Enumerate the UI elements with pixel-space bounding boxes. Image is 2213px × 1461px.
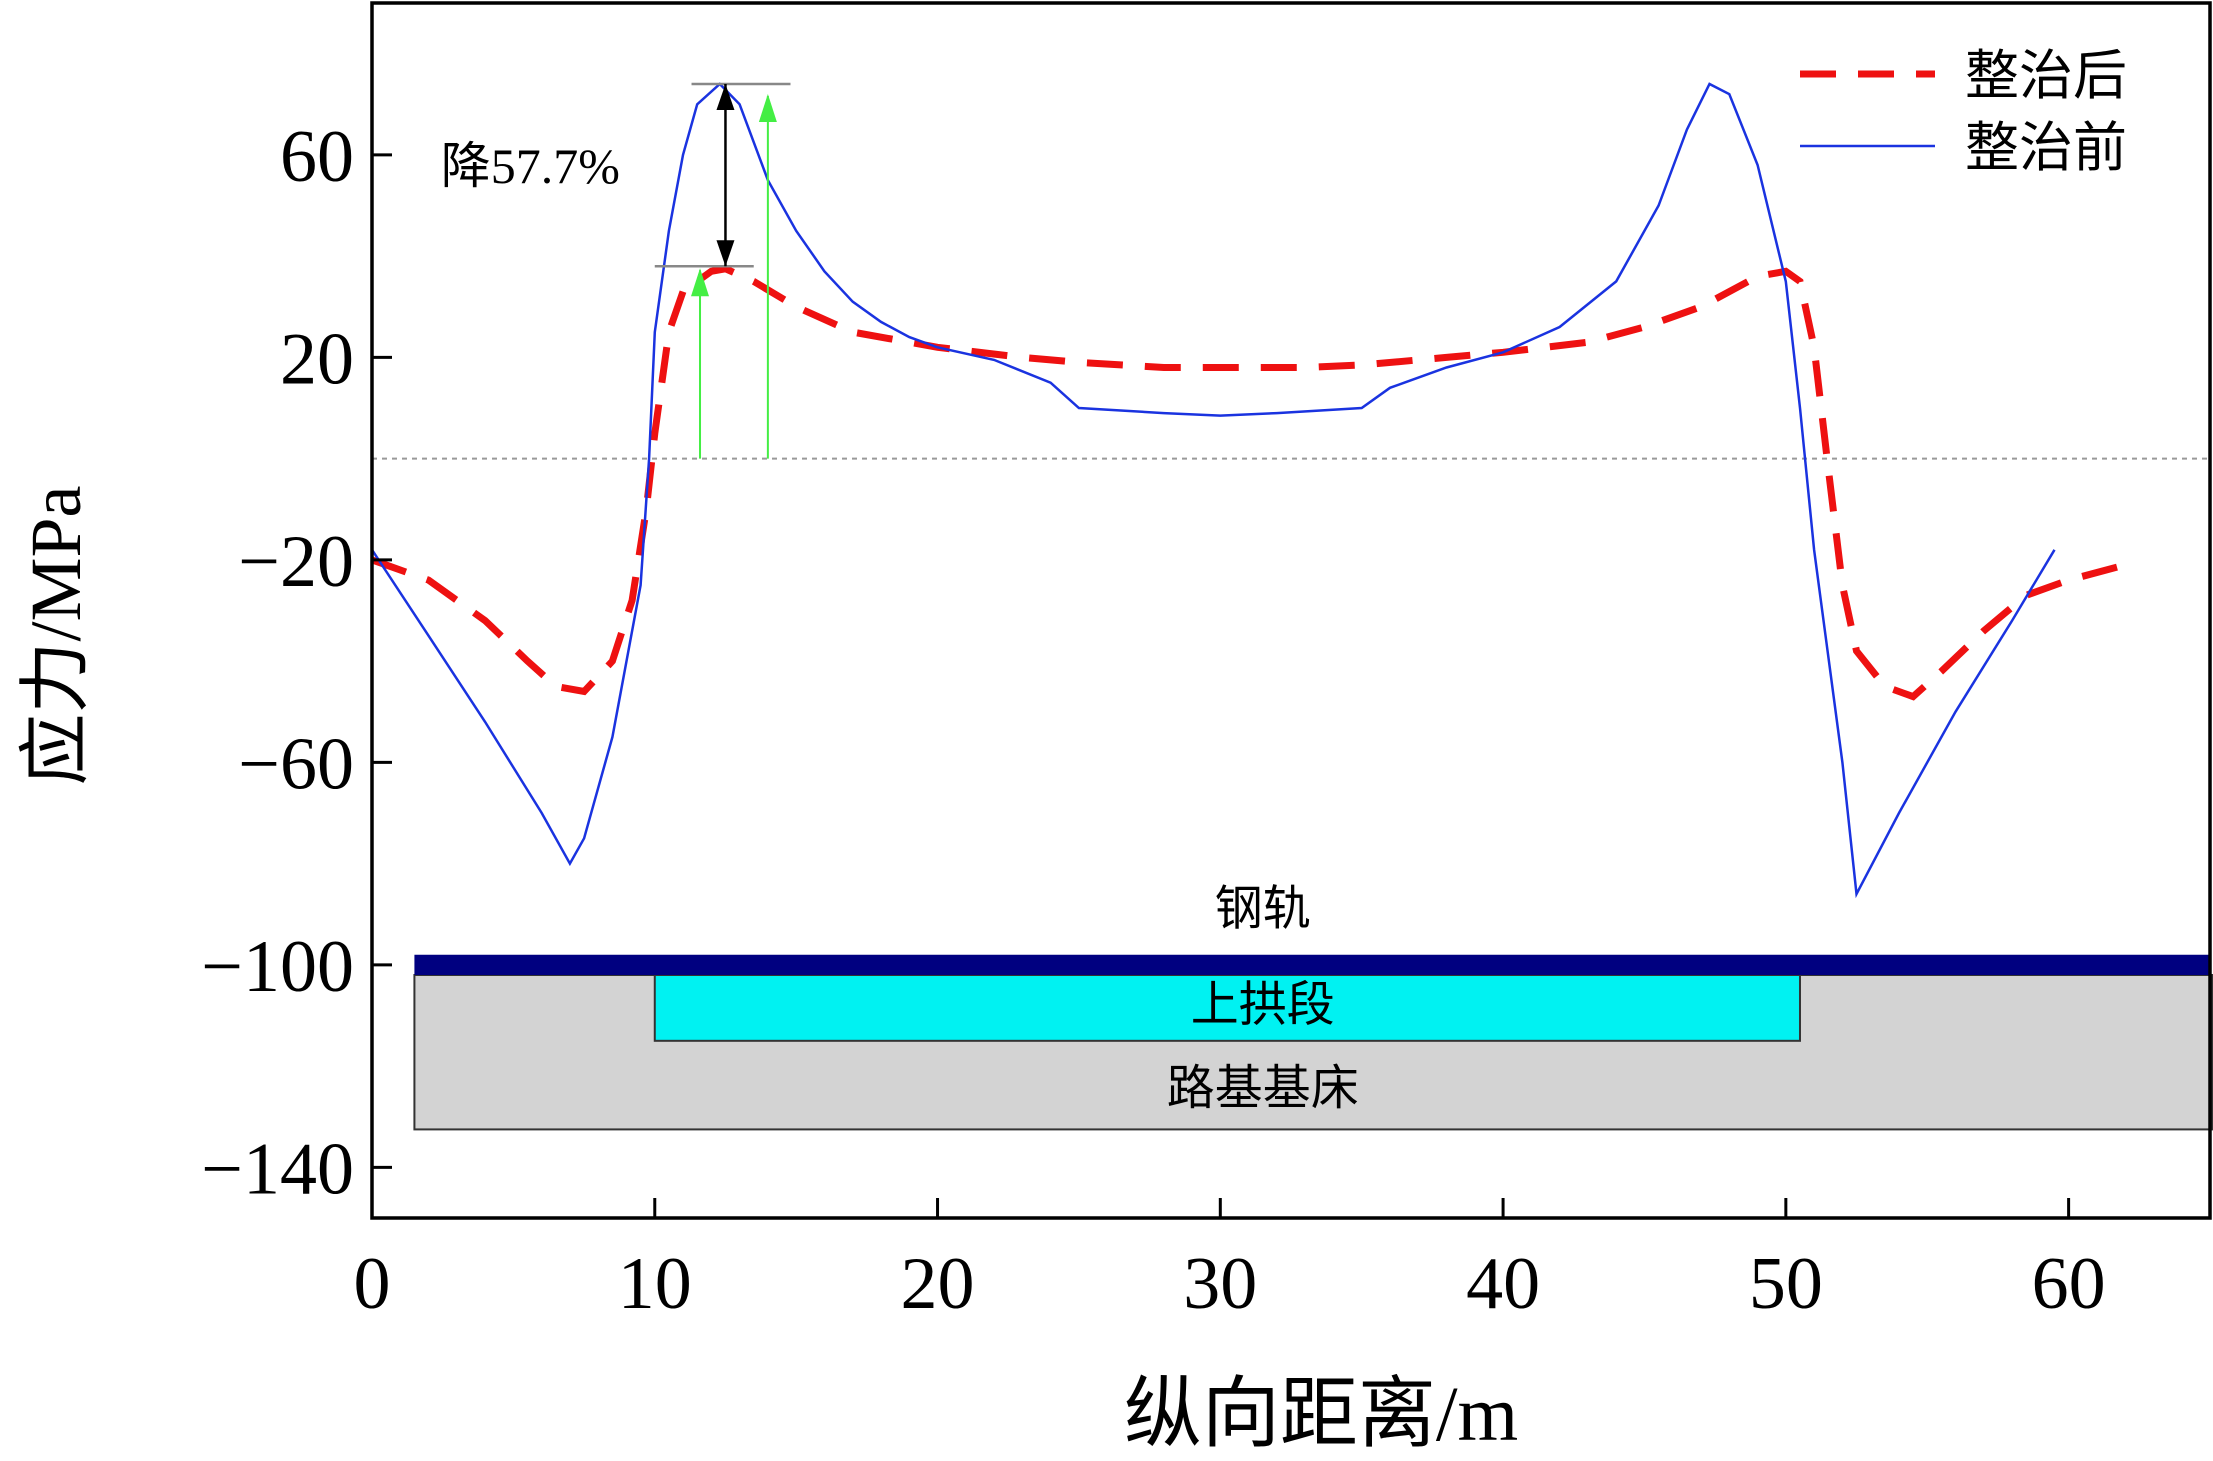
y-tick-label: −140: [201, 1128, 354, 1210]
x-tick-label: 50: [1749, 1243, 1823, 1325]
legend-label-after: 整治后: [1965, 46, 2127, 106]
y-tick-label: −60: [238, 723, 354, 805]
reduction-label: 降57.7%: [441, 138, 620, 194]
rail-label: 钢轨: [1215, 882, 1311, 935]
y-tick-label: −20: [238, 521, 354, 603]
green-guide-arrowhead-1: [691, 268, 710, 297]
green-guide-arrowhead-2: [758, 94, 777, 122]
y-tick-label: 20: [280, 318, 354, 400]
y-axis-title: 应力/MPa: [16, 485, 96, 785]
series-line-before: [370, 82, 2056, 899]
legend: 整治后 整治前: [1800, 46, 2127, 178]
x-axis-title: 纵向距离/m: [1124, 1370, 1518, 1457]
upper-arch-label: 上拱段: [1191, 979, 1335, 1032]
reduction-annotation: 降57.7%: [441, 82, 791, 459]
x-tick-label: 60: [2032, 1243, 2106, 1325]
roadbed-label: 路基基床: [1167, 1062, 1359, 1115]
x-tick-label: 20: [901, 1243, 975, 1325]
plot-frame: [370, 1, 2212, 1220]
x-tick-label: 30: [1183, 1243, 1257, 1325]
legend-label-before: 整治前: [1965, 118, 2127, 178]
y-axis-ticks: 60 20 −20 −60 −100 −140: [201, 116, 392, 1210]
y-tick-label: 60: [280, 116, 354, 198]
series-line-after: [370, 265, 2127, 701]
x-tick-label: 0: [354, 1243, 391, 1325]
x-tick-label: 40: [1466, 1243, 1540, 1325]
reduction-arrowhead-down: [716, 240, 735, 267]
upper-arch-block: [653, 974, 1801, 1042]
y-tick-label: −100: [201, 926, 354, 1008]
rail-bar: [414, 954, 2210, 975]
x-tick-label: 10: [618, 1243, 692, 1325]
reduction-arrowhead-up: [716, 84, 735, 110]
track-structure-diagram: 钢轨 上拱段 路基基床: [413, 882, 2213, 1131]
x-axis-ticks: 0 10 20 30 40 50 60: [354, 1198, 2106, 1325]
